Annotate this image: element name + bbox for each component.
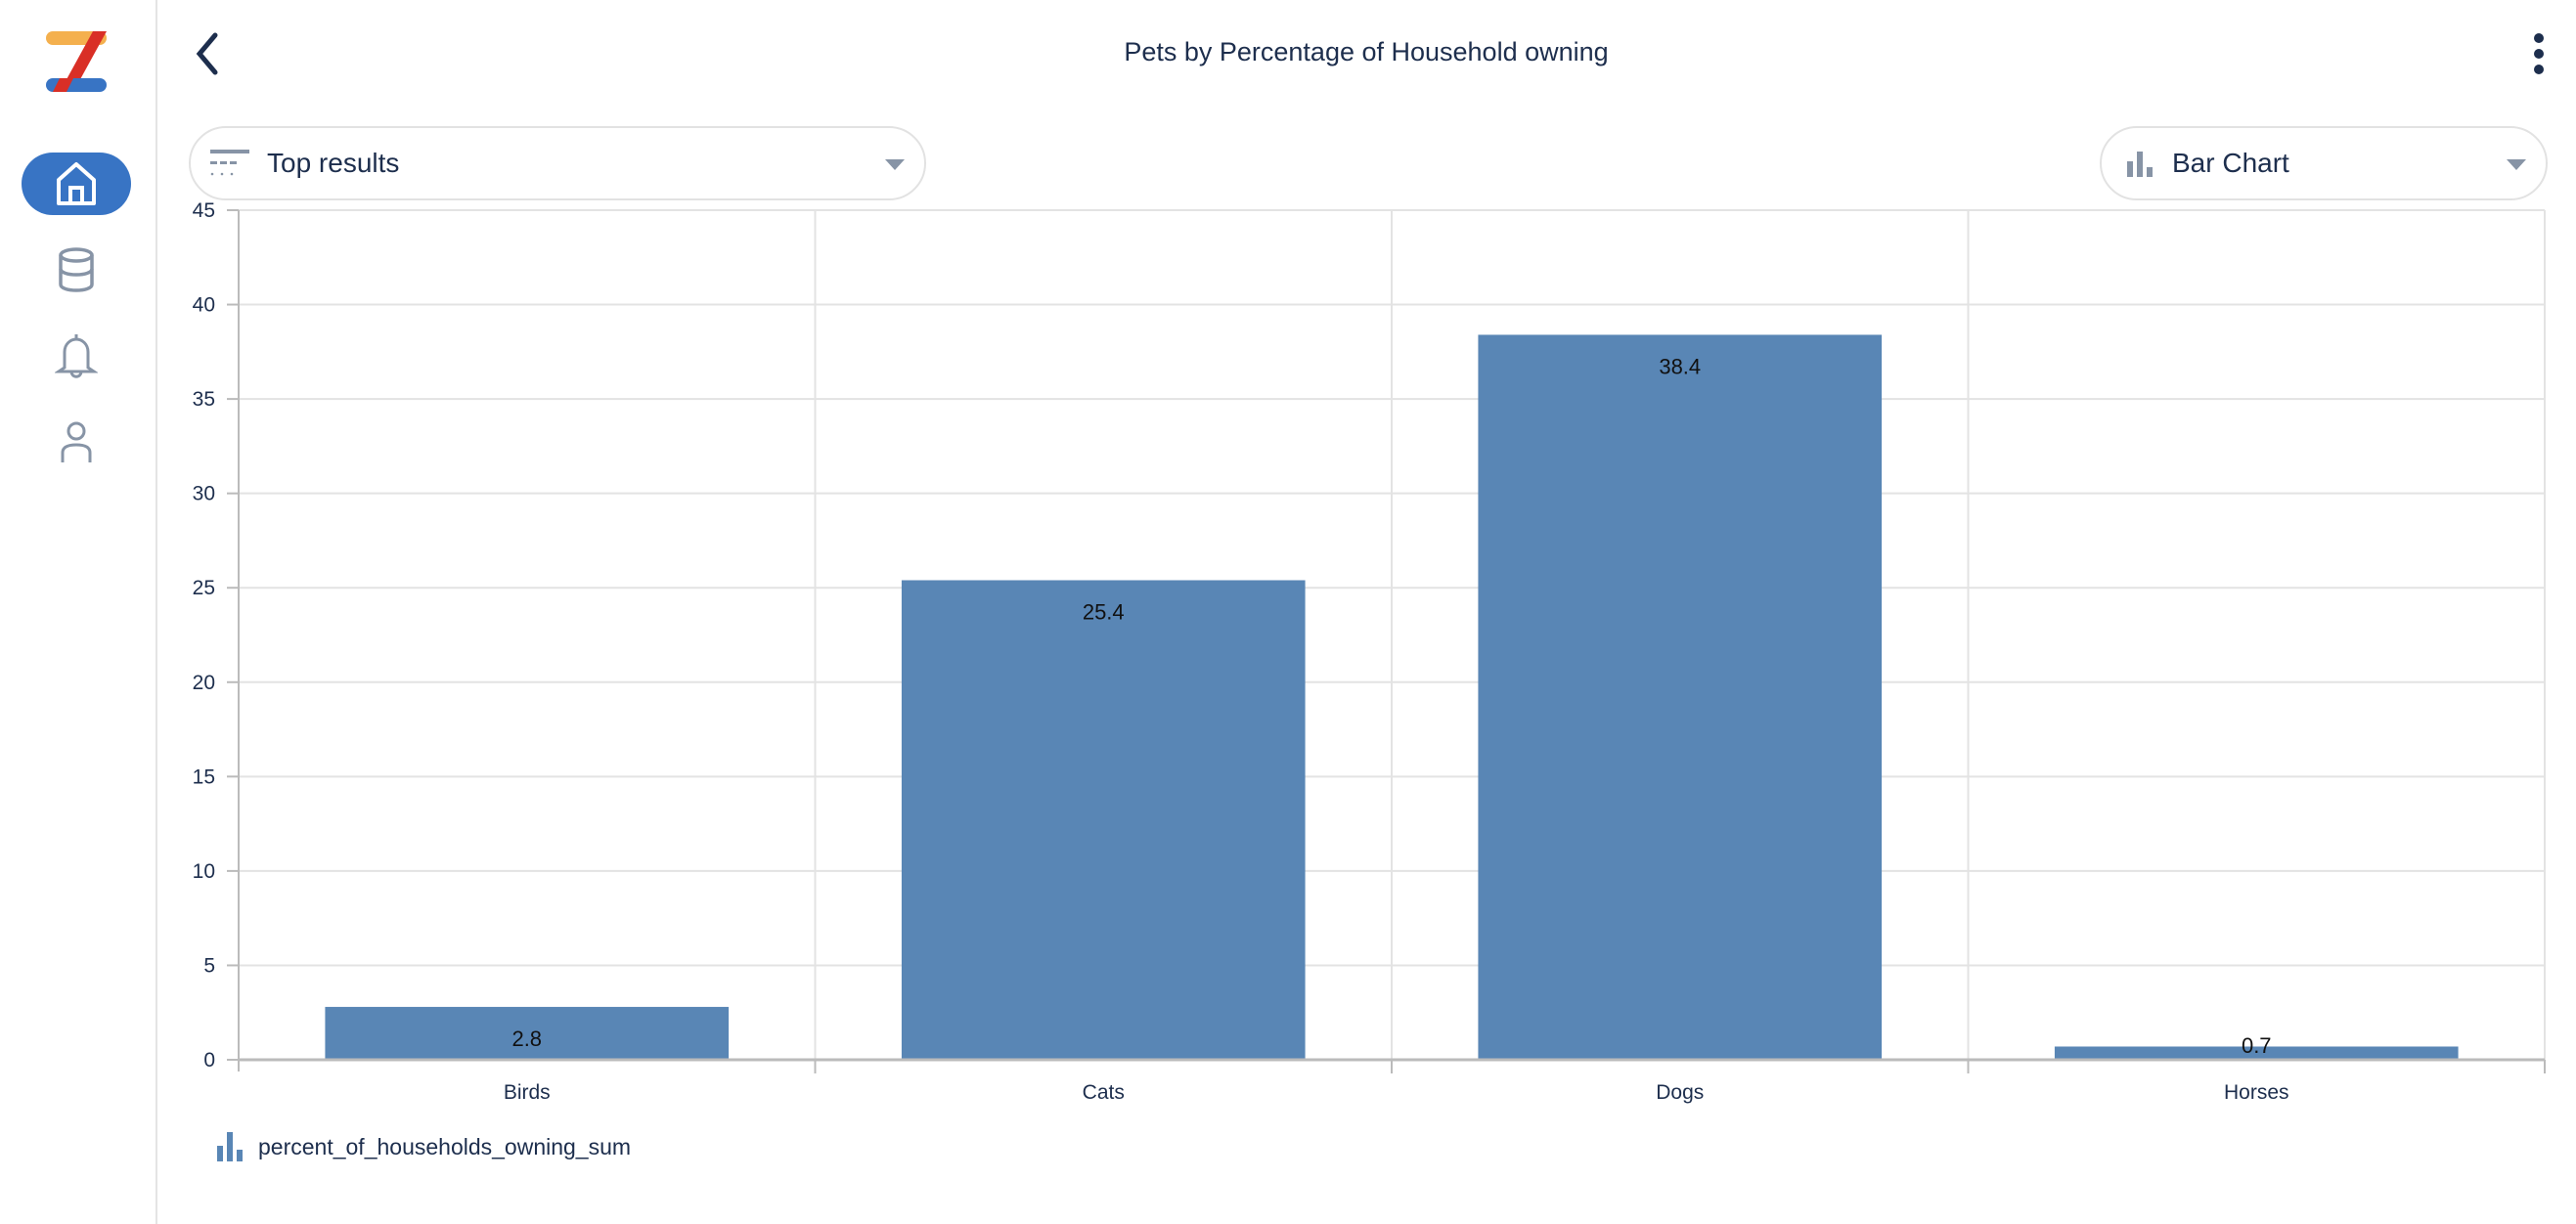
results-filter-label: Top results bbox=[267, 148, 400, 178]
chevron-down-icon bbox=[2507, 159, 2526, 170]
back-button[interactable] bbox=[188, 29, 227, 78]
legend-bar-icon bbox=[217, 1132, 243, 1161]
x-tick-label: Dogs bbox=[1656, 1081, 1704, 1104]
legend-label: percent_of_households_owning_sum bbox=[258, 1133, 632, 1159]
y-tick-label: 15 bbox=[193, 765, 215, 788]
data-label: 2.8 bbox=[511, 1027, 542, 1051]
sidebar bbox=[0, 0, 157, 1224]
app-logo bbox=[46, 31, 107, 92]
home-icon bbox=[57, 162, 96, 205]
results-filter-dropdown[interactable]: Top results bbox=[189, 126, 926, 200]
x-tick-label: Cats bbox=[1083, 1081, 1125, 1104]
data-label: 0.7 bbox=[2242, 1033, 2272, 1058]
x-tick-label: Horses bbox=[2224, 1081, 2289, 1104]
bar-birds bbox=[325, 1006, 730, 1060]
bar-cats bbox=[901, 580, 1306, 1060]
chevron-down-icon bbox=[885, 159, 905, 170]
more-options-icon[interactable] bbox=[2523, 31, 2554, 80]
sidebar-item-home[interactable] bbox=[22, 153, 131, 215]
y-tick-label: 35 bbox=[193, 388, 215, 411]
y-tick-label: 45 bbox=[193, 199, 215, 222]
data-label: 38.4 bbox=[1659, 354, 1701, 378]
bell-icon bbox=[55, 334, 98, 378]
chart-legend[interactable]: percent_of_households_owning_sum bbox=[217, 1132, 631, 1161]
bar-chart-icon bbox=[2127, 152, 2153, 177]
chart-type-label: Bar Chart bbox=[2172, 148, 2289, 178]
data-label: 25.4 bbox=[1083, 599, 1125, 624]
bar-horses bbox=[2054, 1046, 2459, 1060]
y-tick-label: 5 bbox=[203, 954, 215, 977]
bar-dogs bbox=[1478, 334, 1883, 1060]
y-tick-label: 40 bbox=[193, 294, 215, 317]
y-tick-label: 0 bbox=[203, 1049, 215, 1071]
y-tick-label: 20 bbox=[193, 672, 215, 694]
sidebar-item-database[interactable] bbox=[22, 239, 131, 301]
chart-type-dropdown[interactable]: Bar Chart bbox=[2100, 126, 2548, 200]
sidebar-item-notifications[interactable] bbox=[22, 325, 131, 387]
filter-lines-icon bbox=[210, 150, 249, 176]
y-tick-label: 10 bbox=[193, 860, 215, 883]
y-tick-label: 30 bbox=[193, 483, 215, 505]
user-icon bbox=[61, 421, 92, 462]
sidebar-item-profile[interactable] bbox=[22, 411, 131, 473]
x-tick-label: Birds bbox=[504, 1081, 551, 1104]
y-tick-label: 25 bbox=[193, 577, 215, 599]
page-title: Pets by Percentage of Household owning bbox=[1124, 37, 1609, 66]
database-icon bbox=[59, 247, 94, 292]
